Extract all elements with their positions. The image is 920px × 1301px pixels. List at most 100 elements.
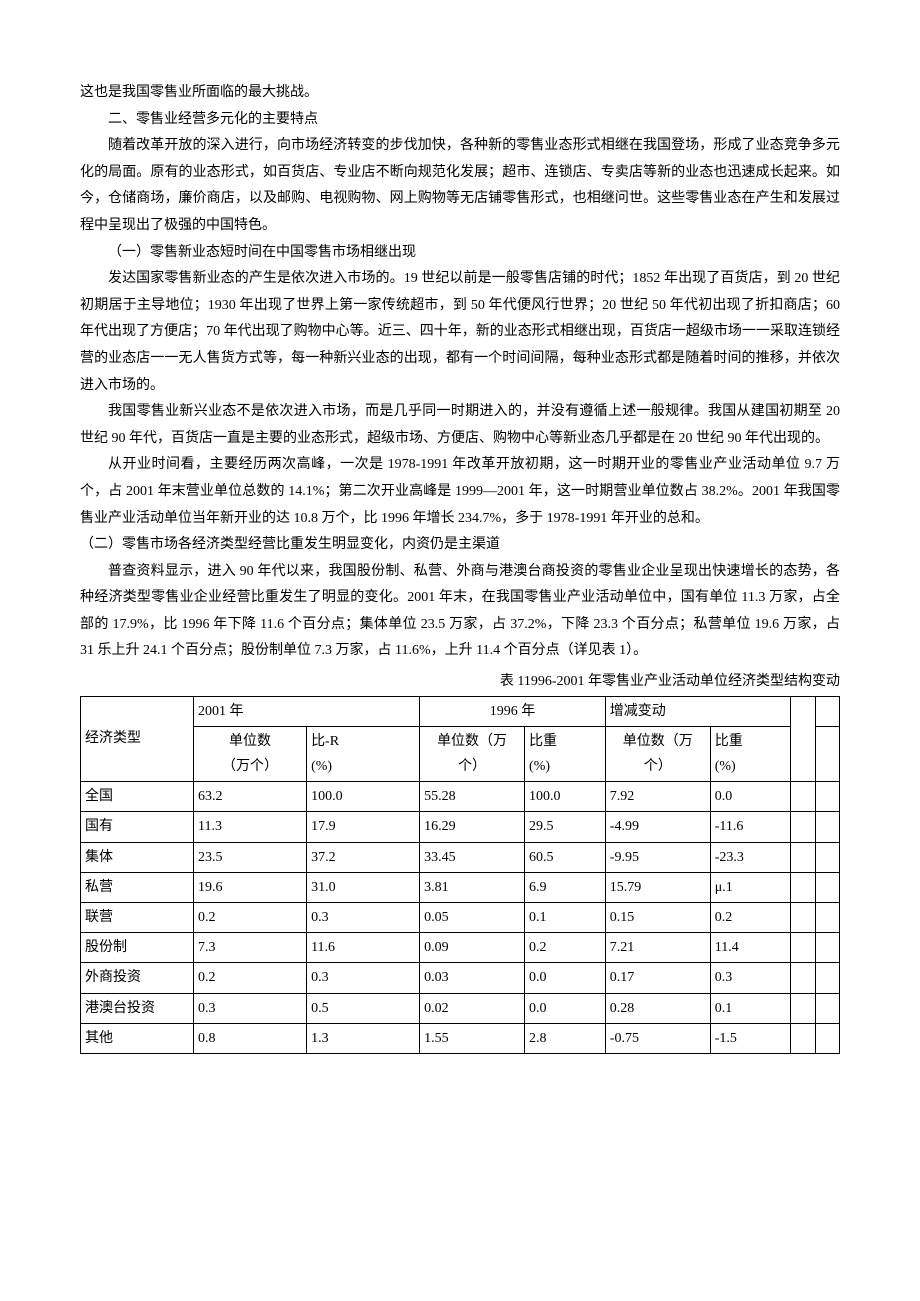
table-cell: 私营 xyxy=(81,872,194,902)
paragraph: 随着改革开放的深入进行，向市场经济转变的步伐加快，各种新的零售业态形式相继在我国… xyxy=(80,133,840,239)
table-cell: 其他 xyxy=(81,1023,194,1053)
table-cell: 全国 xyxy=(81,782,194,812)
table-cell-blank xyxy=(815,993,839,1023)
table-row: 其他0.81.31.552.8-0.75-1.5 xyxy=(81,1023,840,1053)
table-cell-blank xyxy=(815,842,839,872)
table-cell: 33.45 xyxy=(420,842,525,872)
table-cell: 2.8 xyxy=(525,1023,606,1053)
paragraph: 发达国家零售新业态的产生是依次进入市场的。19 世纪以前是一般零售店铺的时代；1… xyxy=(80,266,840,399)
table-cell: 外商投资 xyxy=(81,963,194,993)
table-cell-blank xyxy=(791,812,815,842)
col-unit-1996: 单位数（万个） xyxy=(420,726,525,781)
table-cell: -11.6 xyxy=(710,812,791,842)
table-cell-blank xyxy=(815,963,839,993)
table-cell: 0.3 xyxy=(307,963,420,993)
table-cell: -1.5 xyxy=(710,1023,791,1053)
paragraph: 从开业时间看，主要经历两次高峰，一次是 1978-1991 年改革开放初期，这一… xyxy=(80,452,840,532)
table-cell: 23.5 xyxy=(194,842,307,872)
table-header-row-1: 经济类型 2001 年 1996 年 增减变动 xyxy=(81,696,840,726)
table-cell: 0.2 xyxy=(194,902,307,932)
table-cell: 17.9 xyxy=(307,812,420,842)
table-cell: -0.75 xyxy=(605,1023,710,1053)
paragraph: 我国零售业新兴业态不是依次进入市场，而是几乎同一时期进入的，并没有遵循上述一般规… xyxy=(80,399,840,452)
table-cell: 100.0 xyxy=(525,782,606,812)
table-cell: 0.1 xyxy=(710,993,791,1023)
table-cell: 国有 xyxy=(81,812,194,842)
col-unit-change: 单位数（万个） xyxy=(605,726,710,781)
col-group-1996: 1996 年 xyxy=(420,696,606,726)
table-cell: 1.3 xyxy=(307,1023,420,1053)
table-cell: 0.3 xyxy=(194,993,307,1023)
table-cell: 63.2 xyxy=(194,782,307,812)
table-cell: 联营 xyxy=(81,902,194,932)
table-cell-blank xyxy=(791,963,815,993)
col-blank-2 xyxy=(815,726,839,781)
table-cell: 0.02 xyxy=(420,993,525,1023)
table-cell-blank xyxy=(815,782,839,812)
table-cell: 0.15 xyxy=(605,902,710,932)
table-cell: 19.6 xyxy=(194,872,307,902)
table-cell: 55.28 xyxy=(420,782,525,812)
table-cell-blank xyxy=(815,812,839,842)
paragraph-fragment: 这也是我国零售业所面临的最大挑战。 xyxy=(80,80,840,107)
table-row: 全国63.2100.055.28100.07.920.0 xyxy=(81,782,840,812)
cell-text: 比-R xyxy=(311,734,339,749)
cell-text: 个） xyxy=(458,759,486,774)
table-cell-blank xyxy=(815,933,839,963)
table-row: 私营19.631.03.816.915.79μ.1 xyxy=(81,872,840,902)
table-cell: 7.92 xyxy=(605,782,710,812)
col-blank-1 xyxy=(791,696,815,782)
table-cell: 15.79 xyxy=(605,872,710,902)
col-weight-change: 比重 (%) xyxy=(710,726,791,781)
table-cell-blank xyxy=(791,782,815,812)
subsection-heading-2: （二）零售市场各经济类型经营比重发生明显变化，内资仍是主渠道 xyxy=(80,532,840,559)
col-group-2001: 2001 年 xyxy=(194,696,420,726)
table-row: 股份制7.311.60.090.27.2111.4 xyxy=(81,933,840,963)
cell-text: (%) xyxy=(715,759,736,774)
table-cell: 3.81 xyxy=(420,872,525,902)
cell-text: 单位数（万 xyxy=(437,734,507,749)
table-cell: 37.2 xyxy=(307,842,420,872)
table-cell: 0.0 xyxy=(710,782,791,812)
table-cell: 11.6 xyxy=(307,933,420,963)
table-cell: 7.3 xyxy=(194,933,307,963)
section-heading-2: 二、零售业经营多元化的主要特点 xyxy=(80,107,840,134)
table-row: 港澳台投资0.30.50.020.00.280.1 xyxy=(81,993,840,1023)
table-row: 外商投资0.20.30.030.00.170.3 xyxy=(81,963,840,993)
cell-text: (%) xyxy=(311,759,332,774)
table-cell: 股份制 xyxy=(81,933,194,963)
table-cell: 1.55 xyxy=(420,1023,525,1053)
table-cell: 11.4 xyxy=(710,933,791,963)
table-cell: 0.09 xyxy=(420,933,525,963)
table-cell: 0.2 xyxy=(710,902,791,932)
table-cell: 16.29 xyxy=(420,812,525,842)
table-cell-blank xyxy=(791,902,815,932)
table-cell: -4.99 xyxy=(605,812,710,842)
table-cell: 0.3 xyxy=(710,963,791,993)
table-cell: 0.0 xyxy=(525,963,606,993)
table-cell: -9.95 xyxy=(605,842,710,872)
cell-text: (%) xyxy=(529,759,550,774)
table-cell: 0.28 xyxy=(605,993,710,1023)
table-cell: 100.0 xyxy=(307,782,420,812)
table-cell-blank xyxy=(815,872,839,902)
table-cell: 0.05 xyxy=(420,902,525,932)
table-cell: 7.21 xyxy=(605,933,710,963)
table-cell: 6.9 xyxy=(525,872,606,902)
table-cell: 0.2 xyxy=(525,933,606,963)
col-group-change: 增减变动 xyxy=(605,696,791,726)
table-cell-blank xyxy=(791,872,815,902)
table-cell: 0.03 xyxy=(420,963,525,993)
table-row: 国有11.317.916.2929.5-4.99-11.6 xyxy=(81,812,840,842)
table-cell: 0.5 xyxy=(307,993,420,1023)
table-cell: 0.17 xyxy=(605,963,710,993)
cell-text: （万个） xyxy=(222,759,278,774)
cell-text: 比重 xyxy=(715,734,743,749)
table-cell: 29.5 xyxy=(525,812,606,842)
table-cell: 11.3 xyxy=(194,812,307,842)
subsection-heading-1: （一）零售新业态短时间在中国零售市场相继出现 xyxy=(80,240,840,267)
col-unit-2001: 单位数（万个） xyxy=(194,726,307,781)
table-caption: 表 11996-2001 年零售业产业活动单位经济类型结构变动 xyxy=(80,669,840,696)
table-cell-blank xyxy=(815,902,839,932)
table-cell: 港澳台投资 xyxy=(81,993,194,1023)
